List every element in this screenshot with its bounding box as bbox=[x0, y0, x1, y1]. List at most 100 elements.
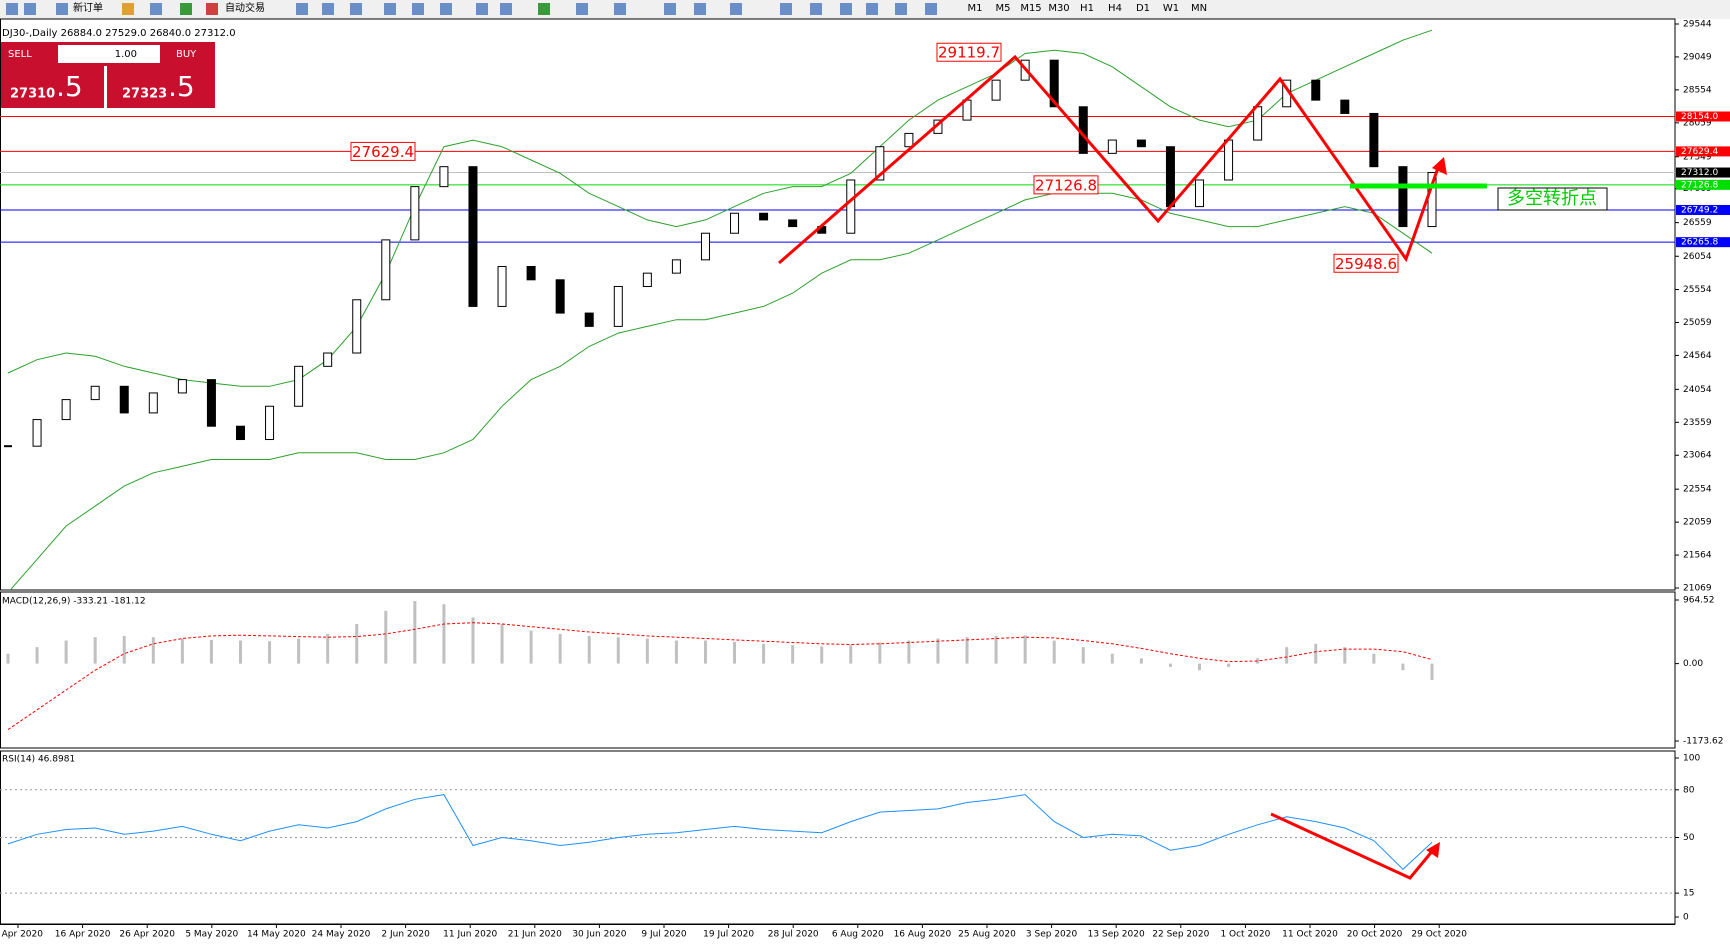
y-tick-label: 100 bbox=[1683, 754, 1700, 764]
candle bbox=[671, 259, 681, 274]
x-tick-label: 26 Apr 2020 bbox=[119, 930, 175, 940]
timeframe-button[interactable]: W1 bbox=[1163, 3, 1179, 14]
price-annotation: 29119.7 bbox=[936, 42, 1002, 62]
x-tick-label: 11 Jun 2020 bbox=[443, 930, 497, 940]
timeframe-button[interactable]: M30 bbox=[1048, 3, 1069, 14]
price-tag-label: 26265.8 bbox=[1681, 238, 1718, 248]
panel-frame bbox=[0, 18, 1676, 591]
macd-signal bbox=[7, 622, 1433, 731]
price-tag-label: 27126.8 bbox=[1681, 180, 1718, 190]
sell-price-pips: .5 bbox=[56, 70, 83, 103]
candle bbox=[991, 79, 1001, 101]
candle bbox=[1369, 112, 1379, 168]
x-tick-label: 22 Sep 2020 bbox=[1152, 930, 1209, 940]
lots-input[interactable] bbox=[58, 45, 160, 63]
arrow-head bbox=[1426, 842, 1440, 858]
macd-title: MACD(12,26,9) -333.21 -181.12 bbox=[2, 597, 146, 607]
timeframe-button[interactable]: M5 bbox=[996, 3, 1011, 14]
candle bbox=[555, 279, 565, 314]
note-box bbox=[1497, 187, 1608, 211]
candle bbox=[1195, 179, 1205, 208]
band-upper bbox=[7, 29, 1433, 387]
y-tick-label: 24054 bbox=[1683, 385, 1712, 395]
x-tick-label: 25 Aug 2020 bbox=[958, 930, 1016, 940]
candle bbox=[584, 312, 594, 327]
price-tag-label: 28154.0 bbox=[1681, 112, 1718, 122]
x-tick-label: 16 Apr 2020 bbox=[55, 930, 111, 940]
y-tick-label: 26054 bbox=[1683, 252, 1712, 262]
arrow-head bbox=[1432, 157, 1447, 175]
price-tag bbox=[1676, 146, 1730, 157]
candle bbox=[352, 299, 362, 354]
price-tag bbox=[1676, 111, 1730, 122]
timeframe-button[interactable]: H1 bbox=[1080, 3, 1094, 14]
x-tick-label: 14 May 2020 bbox=[247, 930, 306, 940]
price-tag-label: 26749.2 bbox=[1681, 205, 1718, 215]
candle bbox=[788, 219, 798, 228]
buy-button[interactable]: BUY bbox=[176, 49, 197, 60]
timeframe-button[interactable]: M1 bbox=[968, 3, 983, 14]
candle bbox=[206, 379, 216, 427]
note-label: 多空转折点 bbox=[1507, 188, 1597, 209]
candle bbox=[1253, 106, 1263, 141]
x-tick-label: 6 Aug 2020 bbox=[832, 930, 884, 940]
y-tick-label: 23064 bbox=[1683, 451, 1712, 461]
timeframe-button[interactable]: MN bbox=[1191, 3, 1207, 14]
sell-button[interactable]: SELL bbox=[8, 49, 32, 60]
candle bbox=[526, 265, 536, 281]
auto-trading-button[interactable]: 自动交易 bbox=[225, 1, 265, 14]
y-tick-label: 22554 bbox=[1683, 485, 1712, 495]
y-tick-label: 0.00 bbox=[1683, 659, 1703, 669]
x-tick-label: 13 Sep 2020 bbox=[1088, 930, 1145, 940]
y-tick-label: 29544 bbox=[1683, 19, 1712, 29]
toolbar-icons bbox=[6, 3, 937, 15]
y-tick-label: 27549 bbox=[1683, 152, 1712, 162]
price-annotation: 27126.8 bbox=[1033, 175, 1099, 195]
annotation-box bbox=[936, 42, 1002, 62]
candle bbox=[1136, 139, 1146, 148]
annotation-box bbox=[1333, 253, 1399, 273]
candle bbox=[32, 419, 42, 447]
y-tick-label: 964.52 bbox=[1683, 596, 1715, 606]
y-tick-label: 26559 bbox=[1683, 218, 1712, 228]
rsi-line bbox=[7, 794, 1433, 870]
x-tick-label: 29 Oct 2020 bbox=[1411, 930, 1467, 940]
x-tick-label: 11 Oct 2020 bbox=[1282, 930, 1338, 940]
candle bbox=[1107, 139, 1117, 154]
candle bbox=[148, 392, 158, 414]
x-tick-label: 7 Apr 2020 bbox=[0, 930, 43, 940]
candle bbox=[410, 186, 420, 241]
x-tick-label: 1 Oct 2020 bbox=[1220, 930, 1270, 940]
annotation-box bbox=[1033, 175, 1099, 195]
y-tick-label: 15 bbox=[1683, 889, 1694, 899]
timeframe-button[interactable]: H4 bbox=[1108, 3, 1122, 14]
x-tick-label: 24 May 2020 bbox=[312, 930, 371, 940]
candle bbox=[323, 352, 333, 367]
x-tick-label: 30 Jun 2020 bbox=[572, 930, 626, 940]
x-tick-label: 19 Jul 2020 bbox=[703, 930, 754, 940]
x-tick-label: 21 Jun 2020 bbox=[508, 930, 562, 940]
timeframe-button[interactable]: M15 bbox=[1020, 3, 1041, 14]
timeframe-button[interactable]: D1 bbox=[1136, 3, 1150, 14]
price-tag-label: 27629.4 bbox=[1681, 147, 1718, 157]
rsi-title: RSI(14) 46.8981 bbox=[2, 755, 75, 765]
candle bbox=[119, 385, 129, 414]
y-tick-label: 80 bbox=[1683, 785, 1695, 795]
chart-header: DJ30-,Daily 26884.0 27529.0 26840.0 2731… bbox=[2, 28, 236, 39]
band-lower bbox=[9, 192, 1433, 590]
x-tick-label: 9 Jul 2020 bbox=[641, 930, 686, 940]
candle bbox=[61, 399, 71, 421]
x-tick-label: 20 Oct 2020 bbox=[1347, 930, 1403, 940]
annotation-box bbox=[350, 141, 416, 161]
y-tick-label: 25554 bbox=[1683, 285, 1712, 295]
new-order-button[interactable]: 新订单 bbox=[73, 1, 103, 14]
trend-arrow bbox=[1270, 812, 1436, 880]
y-tick-label: 24564 bbox=[1683, 351, 1712, 361]
price-tag bbox=[1676, 179, 1730, 190]
y-tick-label: 22059 bbox=[1683, 518, 1712, 528]
candle bbox=[1224, 139, 1234, 181]
price-annotation: 25948.6 bbox=[1333, 253, 1399, 273]
panel-frame bbox=[0, 591, 1676, 749]
x-tick-label: 3 Sep 2020 bbox=[1026, 930, 1078, 940]
y-tick-label: 23559 bbox=[1683, 418, 1712, 428]
